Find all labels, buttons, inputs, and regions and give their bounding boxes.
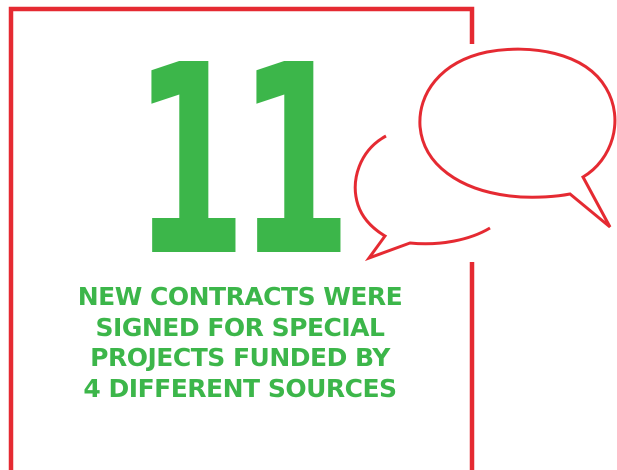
- caption-line-1: NEW CONTRACTS WERE: [77, 282, 403, 311]
- frame-outline: [8, 6, 475, 470]
- stat-number-figure: 11: [133, 52, 357, 262]
- speech-bubbles-icon: [353, 47, 617, 262]
- caption-line-4: 4 DIFFERENT SOURCES: [83, 373, 397, 403]
- large-speech-bubble: [418, 47, 617, 229]
- stat-number: 11: [133, 52, 343, 262]
- caption-line-2: SIGNED FOR SPECIAL: [95, 312, 385, 342]
- caption-line-3: PROJECTS FUNDED BY: [90, 343, 390, 372]
- stat-caption: NEW CONTRACTS WERE SIGNED FOR SPECIAL PR…: [40, 282, 440, 404]
- small-speech-bubble: [353, 134, 491, 262]
